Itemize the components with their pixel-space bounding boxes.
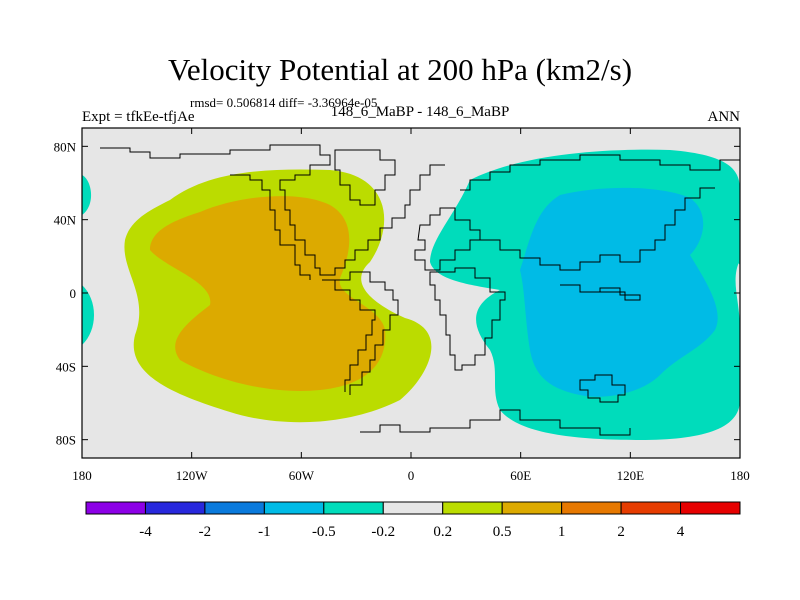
colorbar-label: 4 <box>677 524 685 540</box>
coastline-maritime-continent <box>560 284 641 301</box>
coastline-africa <box>429 267 506 371</box>
x-tick-label: 60E <box>510 468 531 483</box>
colorbar-label: -1 <box>258 524 271 540</box>
positive-inner-region <box>150 196 386 391</box>
coastlines <box>100 144 740 436</box>
y-tick-label: 0 <box>70 286 77 301</box>
dateline-patch-south <box>82 285 94 345</box>
colorbar-swatch <box>85 501 146 515</box>
coastline-greenland <box>334 149 396 206</box>
x-tick-label: 120E <box>617 468 645 483</box>
coastline-antarctica <box>360 409 631 436</box>
y-tick-label: 40N <box>54 213 77 228</box>
dateline-patch-north <box>82 175 92 215</box>
coastline-south-america <box>322 279 376 392</box>
colorbar-swatch <box>680 501 741 515</box>
coastline-asia-south <box>480 187 715 271</box>
y-tick-label: 40S <box>56 359 76 374</box>
coastline-north-america-west <box>230 174 311 280</box>
case-label: 148_6_MaBP - 148_6_MaBP <box>330 104 510 120</box>
colorbar-swatch <box>561 501 622 515</box>
colorbar-label: 0.5 <box>493 524 512 540</box>
colorbar-swatch <box>204 501 265 515</box>
y-tick-label: 80S <box>56 433 76 448</box>
colorbar-swatch <box>501 501 563 515</box>
colorbar-swatch <box>144 501 206 515</box>
x-tick-label: 180 <box>72 468 92 483</box>
colorbar-label: -4 <box>139 524 152 540</box>
coastline-australia <box>579 374 626 403</box>
season-label: ANN <box>707 109 741 125</box>
colorbar-label: 1 <box>558 524 566 540</box>
colorbar-swatch <box>442 501 503 515</box>
colorbar-label: -0.2 <box>371 524 395 540</box>
dateline-patch-east <box>734 230 740 265</box>
coastline-south-america-east <box>335 271 399 395</box>
coastline-eurasia <box>460 154 740 191</box>
colorbar: -4 -2 -1 -0.5 -0.2 0.2 0.5 1 2 4 <box>85 501 741 540</box>
y-axis: 80N 40N 0 40S 80S <box>54 139 740 448</box>
x-tick-label: 120W <box>176 468 209 483</box>
colorbar-swatch <box>382 501 444 515</box>
coastline-north-america <box>100 144 445 276</box>
coastline-europe-africa <box>414 207 481 271</box>
experiment-label: Expt = tfkEe-tfjAe <box>82 109 195 125</box>
x-tick-label: 60W <box>289 468 315 483</box>
colorbar-label: -0.5 <box>312 524 336 540</box>
x-axis: 180 120W 60W 0 60E 120E 180 <box>72 128 750 483</box>
y-tick-label: 80N <box>54 139 77 154</box>
x-tick-label: 180 <box>730 468 750 483</box>
chart-title: Velocity Potential at 200 hPa (km2/s) <box>167 52 633 87</box>
x-tick-label: 0 <box>408 468 415 483</box>
colorbar-label: 0.2 <box>433 524 452 540</box>
colorbar-label: -2 <box>199 524 212 540</box>
stats-label: rmsd= 0.506814 diff= -3.36964e-05 <box>190 95 378 110</box>
colorbar-label: 2 <box>617 524 625 540</box>
colorbar-swatch <box>323 501 384 515</box>
colorbar-swatch <box>620 501 682 515</box>
colorbar-swatch <box>263 501 325 515</box>
